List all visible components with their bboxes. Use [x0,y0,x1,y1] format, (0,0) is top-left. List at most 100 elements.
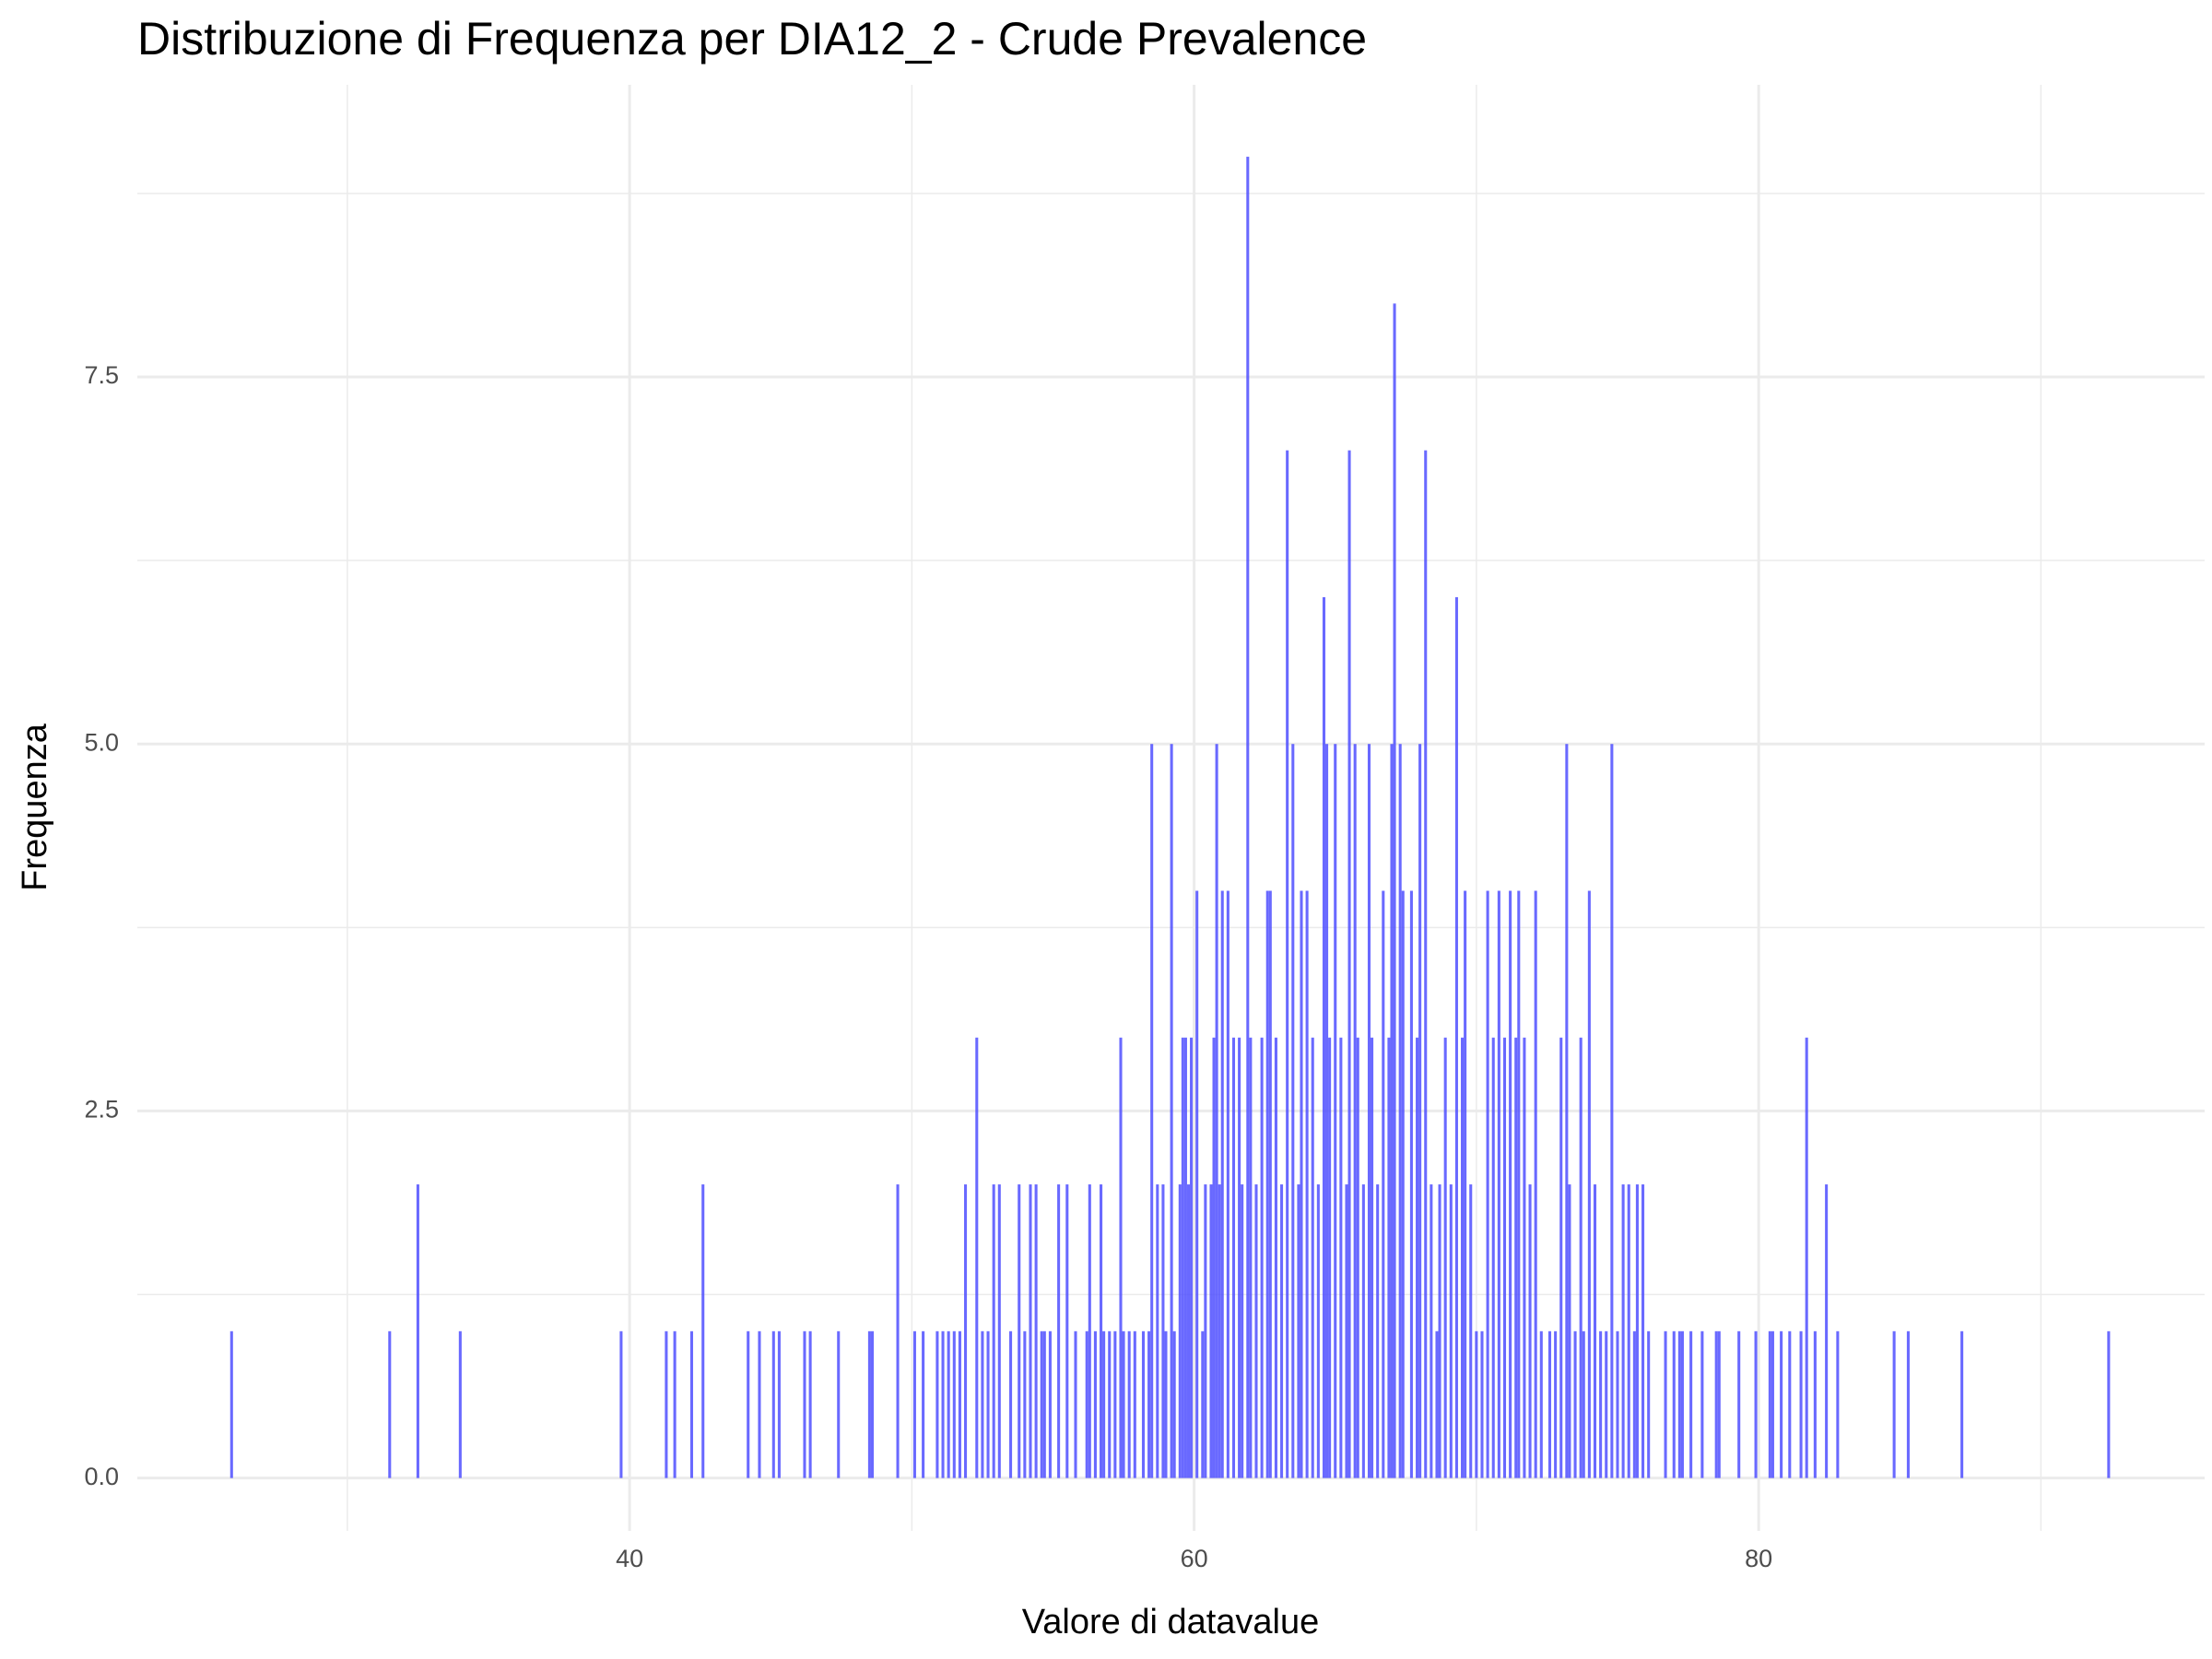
bar [1599,1331,1603,1478]
bar [1356,1037,1359,1478]
bar [1517,890,1521,1478]
bar [1246,157,1250,1478]
bar [1265,890,1269,1478]
bar [1325,744,1329,1478]
bar [808,1331,812,1478]
bar [1454,596,1458,1478]
x-axis-label: Valore di datavalue [1022,1603,1320,1641]
bar [992,1184,995,1478]
bar [1311,1037,1314,1478]
bar [1717,1331,1721,1478]
bar [1464,890,1467,1478]
bar [1322,596,1326,1478]
bar [1435,1331,1439,1478]
bar [1677,1331,1681,1478]
bar [1514,1037,1518,1478]
bar [975,1037,979,1478]
bar [1201,1331,1205,1478]
bar [1183,1037,1187,1478]
bar [1212,1037,1216,1478]
bar [1085,1331,1088,1478]
bar [912,1331,916,1478]
bar [1635,1184,1639,1478]
bar [1523,1037,1526,1478]
bar [1029,1184,1032,1478]
bar [1147,1331,1151,1478]
bar [1156,1184,1159,1478]
bar [1371,1037,1374,1478]
bar [1430,1184,1433,1478]
bar [1178,1184,1182,1478]
bar [964,1184,968,1478]
bar [747,1331,750,1478]
bar [1647,1331,1651,1478]
bar [1034,1184,1038,1478]
bar [1181,1037,1184,1478]
bar [1480,1331,1484,1478]
bar [1300,890,1303,1478]
bar [1345,1184,1348,1478]
bar [1297,1184,1300,1478]
chart-title: Distribuzione di Frequenza per DIA12_2 -… [137,13,1367,65]
x-tick-label: 60 [1181,1545,1208,1572]
bar [1260,1037,1264,1478]
bar [1398,744,1402,1478]
bar [1805,1037,1808,1478]
bar [1475,1331,1478,1478]
bar [1509,890,1512,1478]
bar [1065,1184,1069,1478]
bar [416,1184,419,1478]
bar [1534,890,1537,1478]
bar [1127,1331,1131,1478]
bar [1119,1037,1123,1478]
bar [1161,1184,1165,1478]
bar [837,1331,841,1478]
bar [1133,1331,1136,1478]
bar [1108,1331,1112,1478]
bar [1040,1331,1043,1478]
bar [1497,890,1500,1478]
bar [1813,1331,1817,1478]
bar [981,1331,984,1478]
bar [1220,890,1224,1478]
bar [1771,1331,1774,1478]
bar [1565,744,1569,1478]
bar [1393,303,1396,1478]
bar [1347,450,1351,1478]
bar [1461,1037,1465,1478]
bar [941,1331,945,1478]
bar [1164,1331,1168,1478]
bar [1367,744,1371,1478]
bar [1172,1331,1176,1478]
bar [771,1331,775,1478]
bar [922,1331,925,1478]
bar [1334,744,1337,1478]
bar [1238,1037,1241,1478]
bar [1186,1184,1191,1478]
bar [1376,1184,1380,1478]
bar [777,1331,781,1478]
x-tick-label: 80 [1745,1545,1772,1572]
bar [986,1331,990,1478]
bar [1539,1331,1543,1478]
bar [1042,1331,1046,1478]
bar [1554,1331,1558,1478]
bar [1280,1184,1284,1478]
bar [1401,890,1405,1478]
bar [1418,744,1422,1478]
bar [1587,890,1591,1478]
bar [1621,1184,1625,1478]
bar [1610,744,1614,1478]
bar [1491,1037,1495,1478]
bar [1018,1184,1021,1478]
bar [1906,1331,1910,1478]
bar [1486,890,1489,1478]
bar [1195,890,1199,1478]
bar [1291,744,1295,1478]
bar [1274,1037,1277,1478]
bar [1328,1037,1332,1478]
bar [1424,450,1428,1478]
bar [1680,1331,1684,1478]
bar [1641,1184,1645,1478]
bar [1579,1037,1583,1478]
